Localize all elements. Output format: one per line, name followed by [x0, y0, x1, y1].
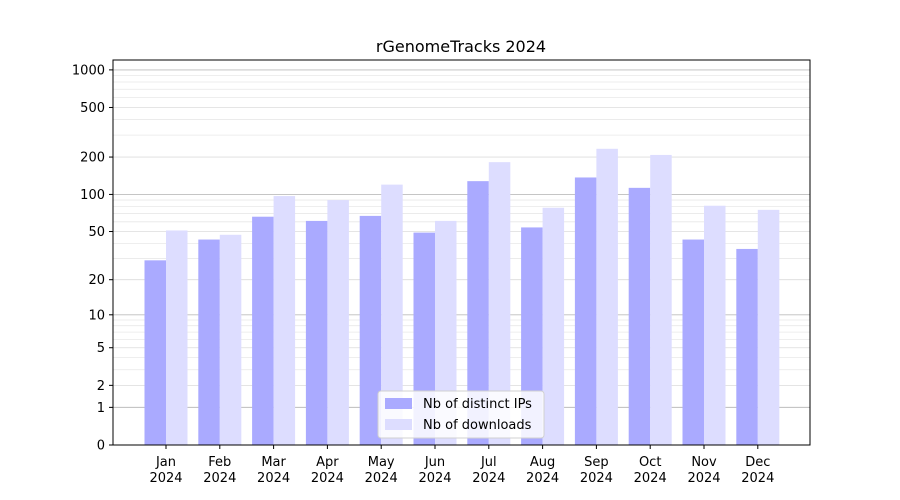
bar-distinct-ips	[252, 216, 274, 445]
bar-downloads	[273, 196, 296, 445]
bar-downloads	[435, 220, 457, 445]
x-tick-label: Oct 2024	[634, 455, 667, 486]
legend-label: Nb of downloads	[423, 418, 532, 433]
x-tick-label: Mar 2024	[257, 455, 290, 486]
y-tick-label: 10	[88, 308, 105, 323]
y-tick-label: 200	[80, 151, 105, 166]
bar-downloads	[650, 154, 672, 446]
x-tick-label: Jun 2024	[418, 455, 451, 486]
bar-distinct-ips	[305, 220, 328, 445]
y-tick-label: 1	[97, 401, 105, 416]
legend-label: Nb of distinct IPs	[423, 397, 532, 412]
x-tick-label: Feb 2024	[203, 455, 236, 486]
bar-distinct-ips	[144, 260, 166, 445]
y-tick-label: 0	[97, 439, 105, 454]
y-tick-label: 2	[97, 379, 105, 394]
bar-downloads	[704, 205, 726, 445]
bar-downloads	[488, 162, 511, 445]
legend-swatch	[385, 419, 412, 430]
bar-distinct-ips	[467, 181, 489, 445]
y-tick-label: 50	[88, 225, 105, 240]
y-tick-label: 100	[80, 188, 105, 203]
x-tick-label: Jan 2024	[149, 455, 182, 486]
bar-downloads	[219, 234, 242, 445]
chart-title: rGenomeTracks 2024	[376, 37, 546, 56]
bars	[144, 148, 780, 446]
x-tick-label: Jul 2024	[472, 455, 505, 486]
x-tick-label: Aug 2024	[526, 455, 559, 486]
y-tick-label: 5	[97, 341, 105, 356]
bar-distinct-ips	[198, 239, 220, 445]
y-axis: 0 1 2 5 10 20 50 100 200 500 1000	[72, 63, 113, 454]
x-tick-label: Nov 2024	[687, 455, 720, 486]
plot-frame	[112, 59, 811, 446]
bar-distinct-ips	[359, 215, 382, 445]
legend-box	[377, 390, 545, 439]
bar-distinct-ips	[682, 239, 704, 445]
x-tick-label: Apr 2024	[311, 455, 344, 486]
x-tick-label: Sep 2024	[580, 455, 613, 486]
bar-downloads	[327, 200, 349, 445]
legend: Nb of distinct IPs Nb of downloads	[377, 390, 545, 439]
x-axis: Jan 2024 Feb 2024 Mar 2024 Apr 2024 May 2024 Jun 20…	[149, 445, 774, 486]
x-tick-label: May 2024	[365, 455, 398, 486]
bar-downloads	[166, 230, 188, 445]
x-tick-label: Dec 2024	[741, 455, 774, 486]
legend-swatch	[385, 398, 412, 409]
y-tick-label: 20	[88, 273, 105, 288]
y-tick-label: 500	[80, 101, 105, 116]
bar-downloads	[381, 184, 403, 445]
bar-distinct-ips	[574, 177, 597, 446]
bar-distinct-ips	[736, 248, 758, 445]
bar-downloads	[596, 148, 618, 445]
bar-downloads	[757, 209, 780, 445]
y-tick-label: 1000	[72, 63, 105, 78]
bar-downloads	[542, 207, 565, 445]
bar-distinct-ips	[628, 187, 651, 445]
